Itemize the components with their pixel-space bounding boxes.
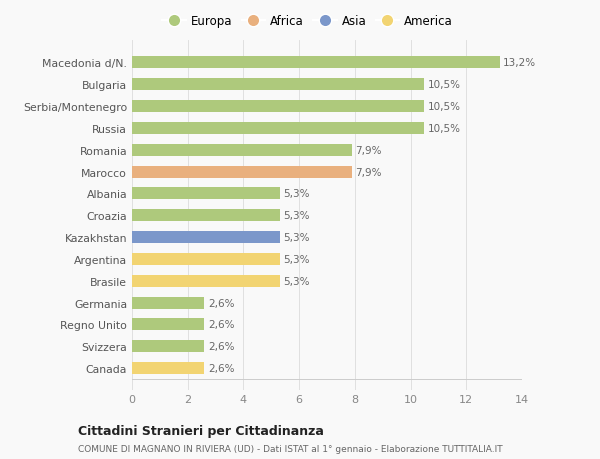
Text: 5,3%: 5,3% — [283, 189, 310, 199]
Bar — [132, 101, 424, 113]
Bar — [132, 79, 424, 91]
Bar — [132, 362, 205, 374]
Text: 7,9%: 7,9% — [355, 146, 382, 155]
Text: 5,3%: 5,3% — [283, 211, 310, 221]
Bar — [132, 319, 205, 330]
Text: COMUNE DI MAGNANO IN RIVIERA (UD) - Dati ISTAT al 1° gennaio - Elaborazione TUTT: COMUNE DI MAGNANO IN RIVIERA (UD) - Dati… — [78, 444, 503, 453]
Text: 10,5%: 10,5% — [428, 102, 461, 112]
Text: Cittadini Stranieri per Cittadinanza: Cittadini Stranieri per Cittadinanza — [78, 424, 324, 437]
Legend: Europa, Africa, Asia, America: Europa, Africa, Asia, America — [160, 12, 455, 30]
Text: 2,6%: 2,6% — [208, 364, 234, 373]
Bar — [132, 253, 280, 265]
Bar — [132, 341, 205, 353]
Text: 5,3%: 5,3% — [283, 254, 310, 264]
Bar — [132, 123, 424, 134]
Bar — [132, 188, 280, 200]
Bar — [132, 275, 280, 287]
Text: 2,6%: 2,6% — [208, 298, 234, 308]
Text: 2,6%: 2,6% — [208, 320, 234, 330]
Text: 10,5%: 10,5% — [428, 123, 461, 134]
Bar — [132, 210, 280, 222]
Text: 5,3%: 5,3% — [283, 276, 310, 286]
Bar — [132, 166, 352, 178]
Text: 2,6%: 2,6% — [208, 341, 234, 352]
Bar — [132, 57, 500, 69]
Text: 7,9%: 7,9% — [355, 167, 382, 177]
Text: 5,3%: 5,3% — [283, 233, 310, 242]
Bar — [132, 231, 280, 244]
Bar — [132, 144, 352, 157]
Text: 13,2%: 13,2% — [503, 58, 536, 68]
Text: 10,5%: 10,5% — [428, 80, 461, 90]
Bar — [132, 297, 205, 309]
